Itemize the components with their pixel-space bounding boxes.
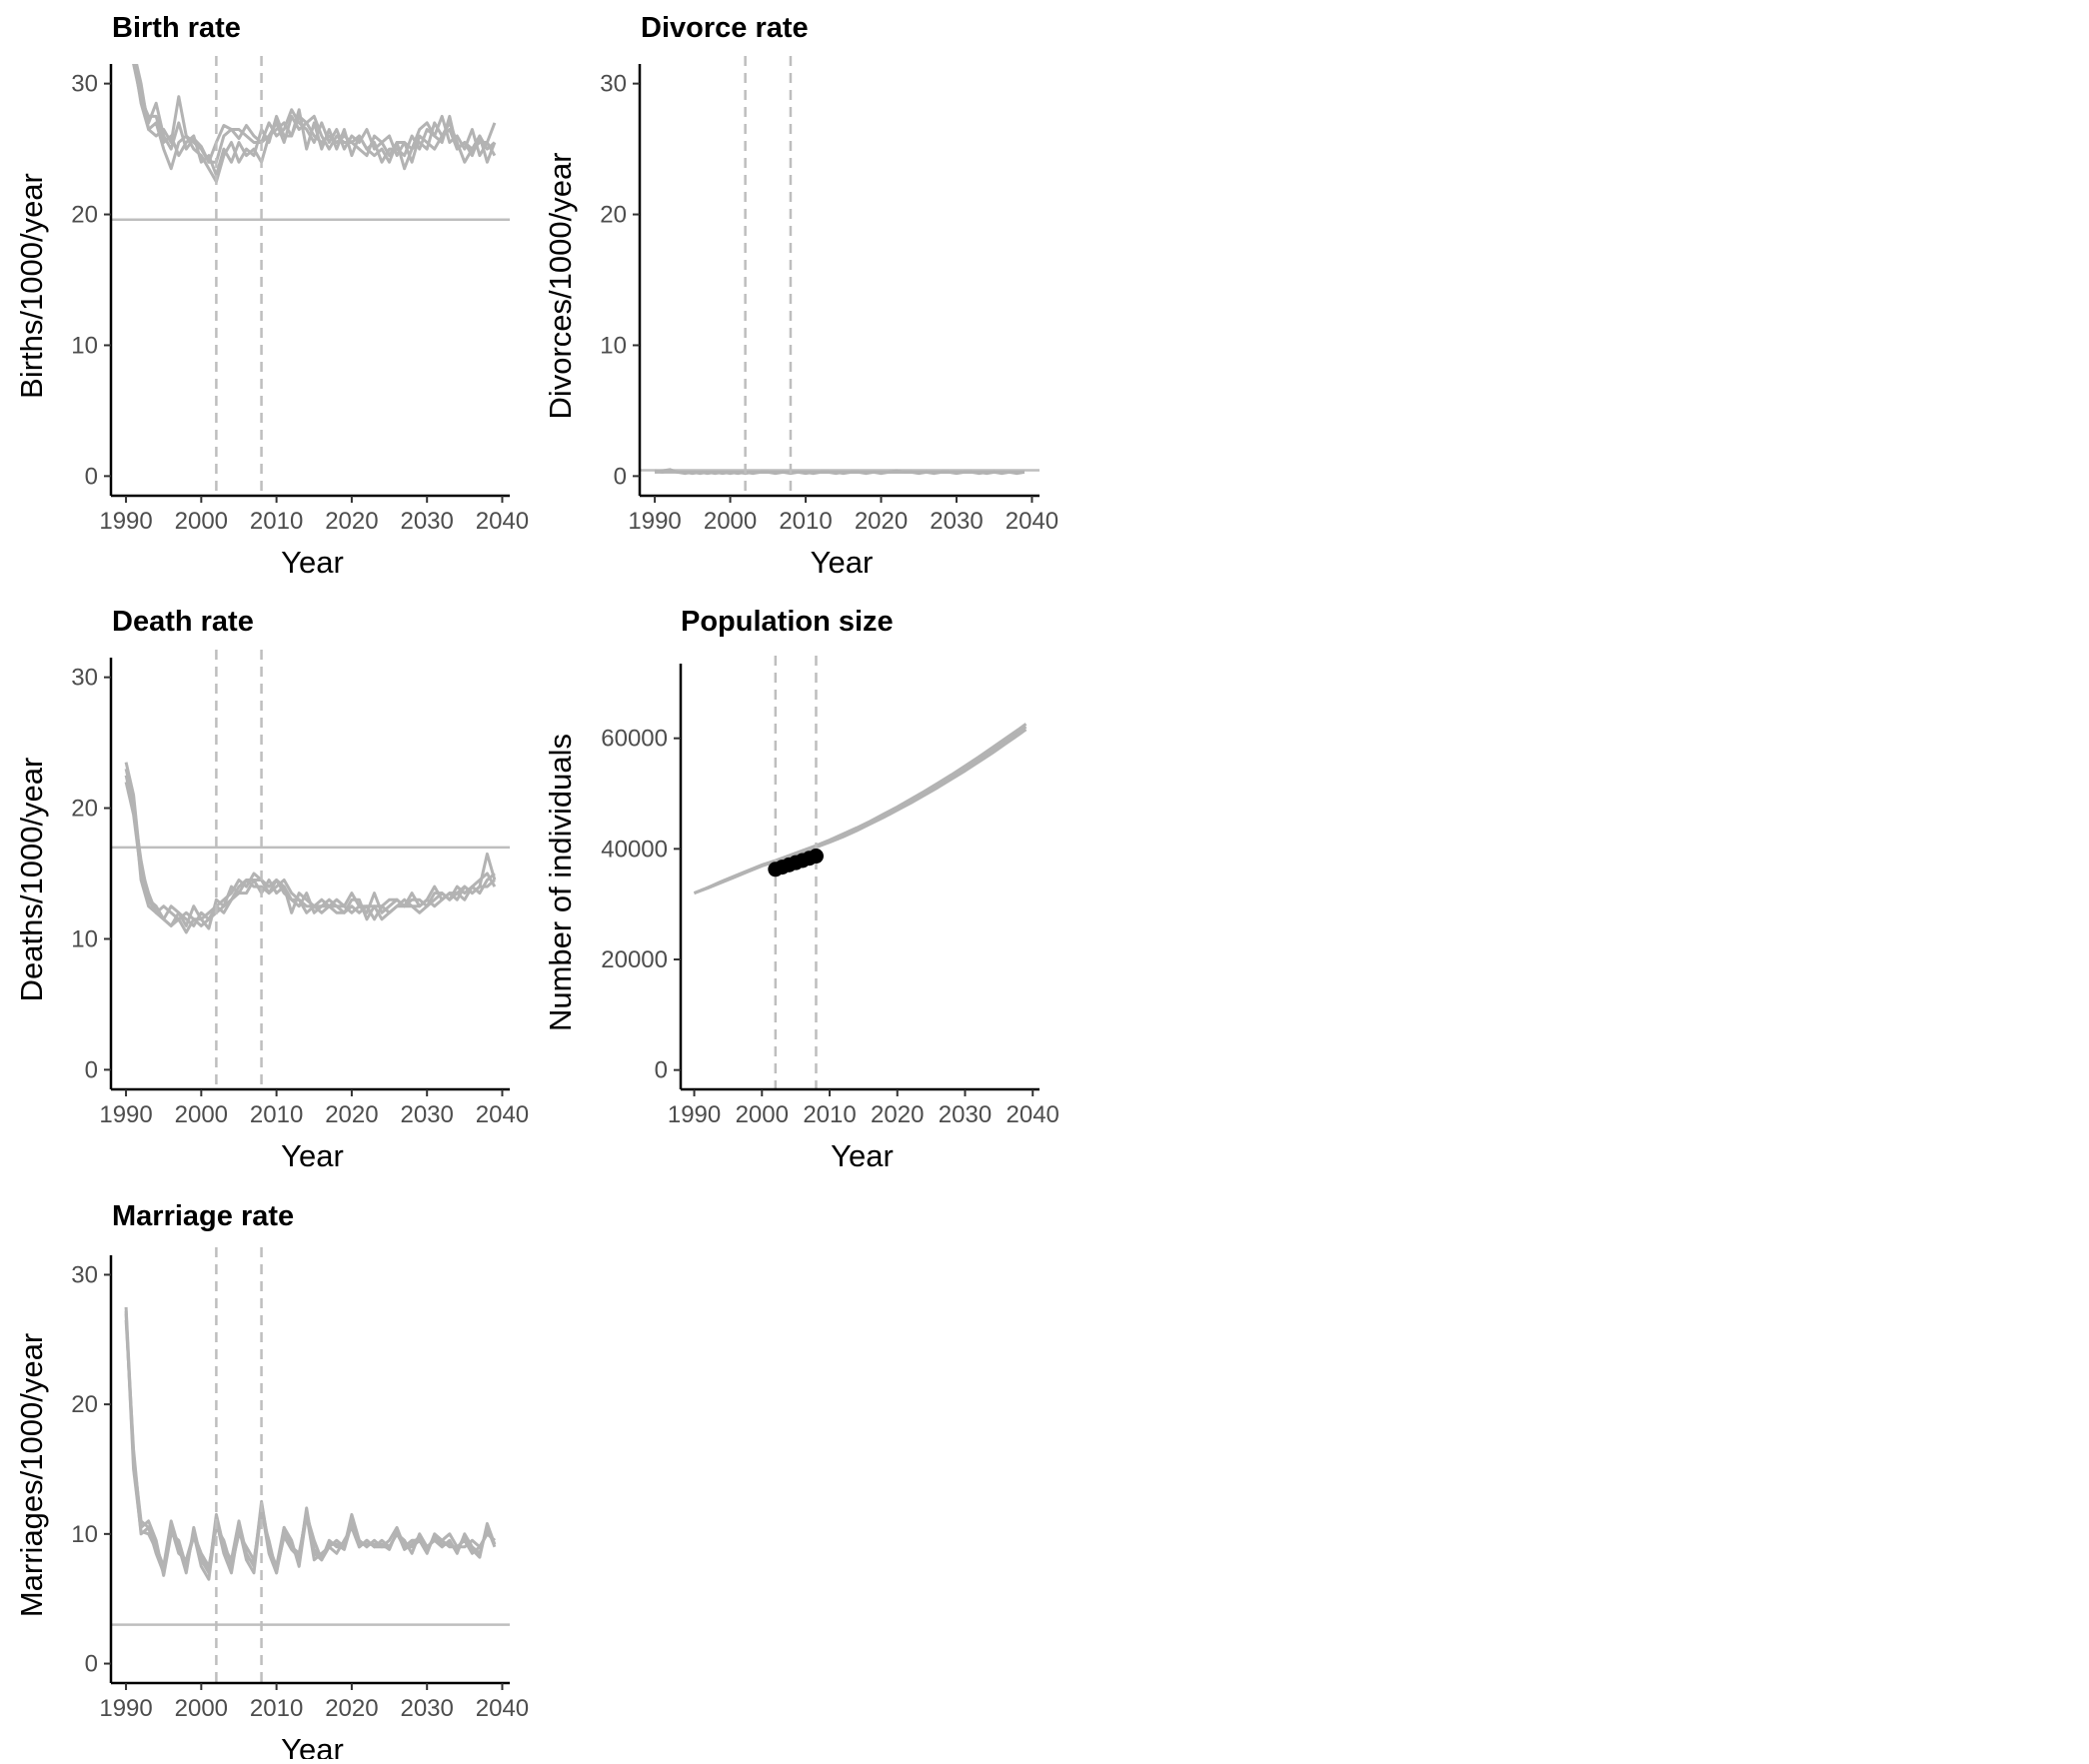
x-tick-label: 2010 [250,1695,303,1722]
panel-title: Population size [681,606,894,638]
chart-panel-5: 1990 2000 2010 2020 2030 20400102030Marriage … [14,1200,529,1764]
y-axis-title: Divorces/1000/year [543,152,578,419]
x-axis-title: Year [281,1138,344,1173]
series-line-2 [124,775,496,927]
x-tick-label: 2030 [939,1101,992,1128]
observed-point [808,849,824,865]
y-tick-label: 30 [600,71,627,98]
series-line-4 [124,1310,497,1572]
x-tick-label: 2030 [400,508,453,535]
y-tick-label: 10 [600,332,627,359]
y-tick-label: 20 [71,202,98,229]
series-line-2 [693,723,1028,894]
y-axis-title: Number of individuals [543,734,578,1031]
series-line-4 [124,768,496,934]
x-tick-label: 2020 [325,1695,378,1722]
panel-title: Birth rate [112,12,241,44]
series-line-4 [132,64,496,177]
series-line-1 [693,725,1028,894]
series-line-3 [135,64,497,164]
x-tick-label: 2040 [476,1695,529,1722]
y-tick-label: 0 [614,463,627,490]
x-tick-label: 2000 [736,1101,789,1128]
plot-area [693,723,1028,895]
x-tick-label: 2030 [930,508,983,535]
x-tick-label: 2000 [175,1101,228,1128]
plot-area [111,762,510,934]
y-tick-label: 20 [71,796,98,823]
x-tick-label: 2030 [400,1695,453,1722]
y-tick-label: 60000 [601,726,668,753]
x-axis-title: Year [811,545,874,580]
x-tick-label: 2040 [1006,508,1058,535]
y-tick-label: 10 [71,1521,98,1548]
x-tick-label: 2040 [476,1101,529,1128]
y-tick-label: 0 [85,1056,98,1083]
x-tick-label: 2010 [803,1101,856,1128]
x-axis-title: Year [831,1138,894,1173]
y-tick-label: 20000 [601,946,668,973]
y-axis-title: Marriages/1000/year [14,1333,49,1617]
x-tick-label: 2040 [476,508,529,535]
series-line-3 [124,782,497,927]
x-tick-label: 2030 [400,1101,453,1128]
panel-title: Marriage rate [112,1200,294,1232]
x-axis-title: Year [281,1732,344,1759]
panel-title: Death rate [112,606,254,638]
series-line-3 [654,469,1025,476]
plot-area [111,64,510,222]
y-tick-label: 30 [71,1261,98,1288]
x-tick-label: 2010 [250,1101,303,1128]
y-axis-title: Births/1000/year [14,173,49,399]
y-tick-label: 10 [71,925,98,952]
y-tick-label: 10 [71,332,98,359]
x-tick-label: 2040 [1007,1101,1059,1128]
y-tick-label: 30 [71,665,98,692]
y-tick-label: 0 [85,463,98,490]
x-tick-label: 2020 [325,508,378,535]
plot-area [640,468,1040,476]
x-tick-label: 1990 [99,508,152,535]
y-tick-label: 30 [71,71,98,98]
y-tick-label: 0 [655,1057,668,1084]
y-tick-label: 0 [85,1651,98,1678]
x-tick-label: 1990 [99,1101,152,1128]
x-tick-label: 2000 [704,508,757,535]
x-tick-label: 2010 [779,508,832,535]
x-tick-label: 2020 [871,1101,924,1128]
x-axis-title: Year [281,545,344,580]
x-tick-label: 1990 [668,1101,721,1128]
x-tick-label: 2020 [855,508,908,535]
x-tick-label: 2000 [175,1695,228,1722]
panel-title: Divorce rate [641,12,809,44]
x-tick-label: 1990 [99,1695,152,1722]
y-axis-title: Deaths/1000/year [14,758,49,1002]
x-tick-label: 2000 [175,508,228,535]
x-tick-label: 1990 [628,508,681,535]
plot-area [111,1306,510,1626]
y-tick-label: 20 [71,1391,98,1418]
x-tick-label: 2020 [325,1101,378,1128]
y-tick-label: 40000 [601,836,668,863]
series-line-3 [693,728,1028,895]
x-tick-label: 2010 [250,508,303,535]
y-tick-label: 20 [600,202,627,229]
chart-panel-4: 1990 2000 2010 2020 2030 2040 0 20000 40000 60000… [543,606,1059,1173]
